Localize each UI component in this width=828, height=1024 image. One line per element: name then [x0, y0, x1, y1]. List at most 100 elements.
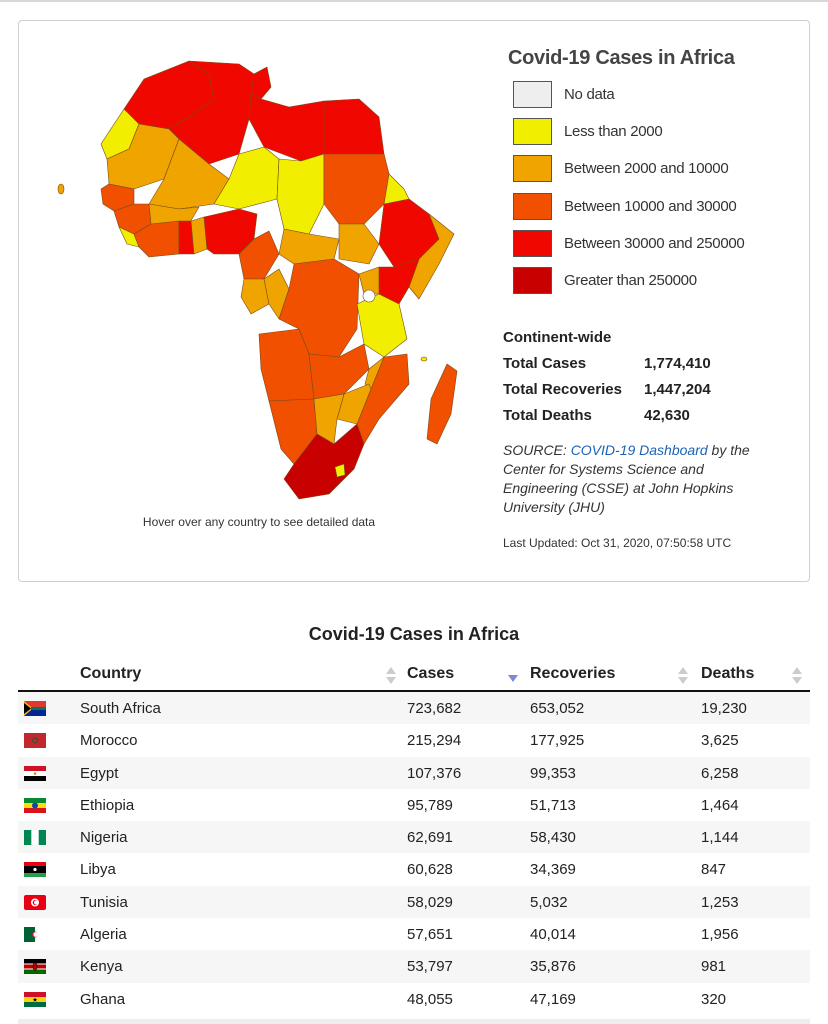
cell-cases: 107,376: [407, 764, 462, 782]
map-island-comoros[interactable]: [420, 356, 428, 362]
table-row[interactable]: Morocco 215,294 177,925 3,625: [18, 724, 810, 756]
map-country-eritrea[interactable]: [383, 173, 410, 205]
table-row[interactable]: Algeria 57,651 40,014 1,956: [18, 918, 810, 950]
legend-swatch: [513, 229, 552, 257]
continent-stats: Continent-wide Total Cases 1,774,410 Tot…: [503, 329, 763, 433]
table-header: Country Cases Recoveries Deaths: [18, 658, 810, 692]
source-note: SOURCE: COVID-19 Dashboard by the Center…: [503, 441, 773, 517]
cell-country: Nigeria: [80, 829, 128, 847]
cell-country: Kenya: [80, 958, 123, 976]
cell-recoveries: 177,925: [530, 732, 585, 750]
cell-cases: 53,797: [407, 958, 453, 976]
map-country-sudan[interactable]: [323, 153, 390, 225]
cell-deaths: 1,144: [701, 829, 739, 847]
legend-swatch: [513, 81, 552, 108]
stat-label: Total Recoveries: [503, 381, 622, 398]
africa-map-svg[interactable]: [39, 39, 479, 509]
cell-recoveries: 35,876: [530, 958, 576, 976]
cell-deaths: 3,625: [701, 732, 739, 750]
africa-map[interactable]: [39, 39, 479, 509]
cell-country: Ethiopia: [80, 796, 135, 814]
top-divider: [0, 0, 828, 2]
cell-deaths: 1,464: [701, 796, 739, 814]
source-prefix: SOURCE:: [503, 442, 571, 458]
ghana-flag-icon: [24, 991, 46, 1007]
morocco-flag-icon: [24, 733, 46, 749]
stat-label: Total Deaths: [503, 407, 592, 424]
table-body: South Africa 723,682 653,052 19,230 Moro…: [18, 692, 810, 1015]
column-header-cases[interactable]: Cases: [407, 665, 455, 682]
column-header-deaths[interactable]: Deaths: [701, 665, 755, 682]
table-row[interactable]: Ghana 48,055 47,169 320: [18, 983, 810, 1015]
cell-deaths: 1,253: [701, 893, 739, 911]
map-country-botswana[interactable]: [313, 393, 345, 445]
kenya-flag-icon: [24, 959, 46, 975]
column-header-country[interactable]: Country: [80, 665, 142, 682]
table-row[interactable]: Egypt 107,376 99,353 6,258: [18, 756, 810, 789]
next-row-partial: [18, 1019, 810, 1024]
table-row[interactable]: Nigeria 62,691 58,430 1,144: [18, 821, 810, 854]
source-suffix: by the Center for Systems Science and En…: [503, 442, 750, 515]
map-country-somalia[interactable]: [408, 213, 455, 300]
map-country-lesotho[interactable]: [334, 463, 346, 478]
table-row[interactable]: South Africa 723,682 653,052 19,230: [18, 692, 810, 725]
legend-title: Covid-19 Cases in Africa: [508, 47, 735, 69]
stat-total-deaths: Total Deaths 42,630: [503, 407, 763, 433]
map-country-central-african-republic[interactable]: [278, 228, 340, 265]
cell-deaths: 981: [701, 958, 727, 976]
cell-country: Tunisia: [80, 893, 128, 911]
south-africa-flag-icon: [24, 701, 46, 716]
cell-country: Libya: [80, 861, 116, 879]
legend-label: Less than 2000: [564, 123, 663, 141]
legend-swatch: [513, 192, 552, 220]
map-country-south-sudan[interactable]: [338, 223, 380, 265]
map-country-south-africa[interactable]: [283, 423, 365, 500]
nigeria-flag-icon: [24, 830, 46, 846]
map-country-chad[interactable]: [276, 153, 325, 235]
cell-cases: 95,789: [407, 796, 453, 814]
legend-label: Between 2000 and 10000: [564, 160, 729, 178]
cell-recoveries: 653,052: [530, 700, 585, 717]
cell-country: Algeria: [80, 926, 127, 944]
stat-total-cases: Total Cases 1,774,410: [503, 355, 763, 381]
cases-table: Country Cases Recoveries Deaths South Af…: [18, 658, 810, 1015]
cell-recoveries: 47,169: [530, 990, 576, 1008]
map-country-madagascar[interactable]: [426, 363, 458, 445]
sort-recoveries-icon[interactable]: [677, 667, 689, 685]
cell-cases: 60,628: [407, 861, 453, 879]
stat-label: Total Cases: [503, 355, 587, 372]
stat-value: 1,774,410: [644, 355, 711, 372]
table-row[interactable]: Ethiopia 95,789 51,713 1,464: [18, 789, 810, 821]
legend-swatch: [513, 118, 552, 146]
cell-deaths: 847: [701, 861, 727, 879]
legend-label: Greater than 250000: [564, 271, 697, 289]
legend-label: Between 10000 and 30000: [564, 197, 737, 215]
cell-country: South Africa: [80, 700, 161, 717]
stats-heading: Continent-wide: [503, 329, 612, 346]
table-row[interactable]: Kenya 53,797 35,876 981: [18, 950, 810, 983]
legend-label: No data: [564, 86, 615, 103]
sort-country-icon[interactable]: [385, 667, 397, 685]
cell-cases: 57,651: [407, 926, 453, 944]
cell-recoveries: 5,032: [530, 893, 568, 911]
map-country-egypt[interactable]: [323, 98, 385, 155]
map-lake-victoria: [362, 289, 376, 303]
stat-value: 1,447,204: [644, 381, 711, 398]
table-row[interactable]: Libya 60,628 34,369 847: [18, 853, 810, 885]
egypt-flag-icon: [24, 765, 46, 781]
cell-country: Ghana: [80, 990, 126, 1008]
source-link[interactable]: COVID-19 Dashboard: [570, 442, 708, 458]
last-updated: Last Updated: Oct 31, 2020, 07:50:58 UTC: [503, 536, 732, 550]
sort-cases-desc-icon[interactable]: [507, 667, 519, 685]
sort-deaths-icon[interactable]: [791, 667, 803, 685]
cell-deaths: 19,230: [701, 700, 747, 717]
map-country-tunisia[interactable]: [250, 66, 272, 100]
column-header-recoveries[interactable]: Recoveries: [530, 665, 616, 682]
map-island-cape-verde[interactable]: [57, 183, 65, 195]
algeria-flag-icon: [24, 927, 46, 943]
legend-swatch: [513, 155, 552, 183]
table-row[interactable]: Tunisia 58,029 5,032 1,253: [18, 885, 810, 919]
cell-recoveries: 58,430: [530, 829, 576, 847]
cell-deaths: 320: [701, 990, 727, 1008]
map-country-gabon[interactable]: [240, 278, 270, 315]
